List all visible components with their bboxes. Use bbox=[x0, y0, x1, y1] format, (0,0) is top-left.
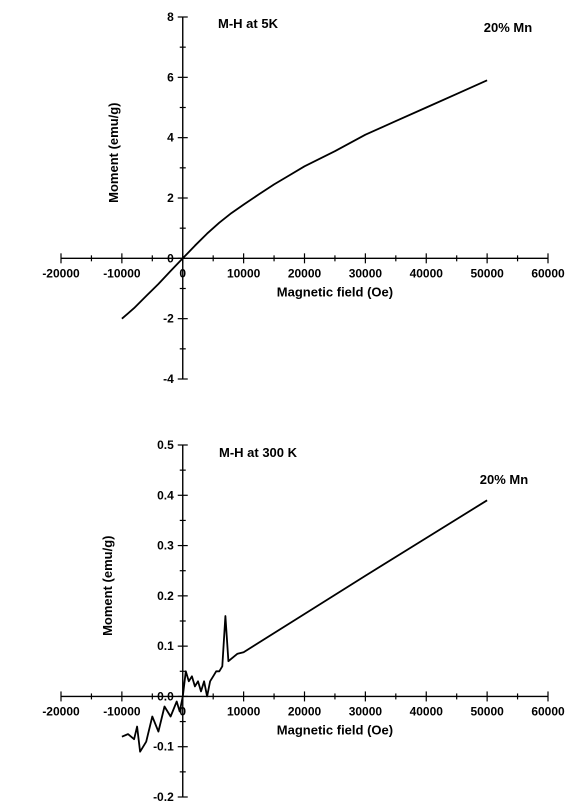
chart-2-x-tick-label: 0 bbox=[179, 704, 186, 718]
chart-2-y-tick-label: 0.4 bbox=[157, 488, 174, 502]
chart-1-x-tick-label: 50000 bbox=[470, 266, 504, 280]
chart-2-annotation-2: 20% Mn bbox=[480, 472, 528, 487]
chart-1-y-tick-label: -4 bbox=[163, 372, 174, 386]
chart-1-y-tick-label: 6 bbox=[167, 70, 174, 84]
chart-2-y-tick-label: 0.5 bbox=[157, 438, 174, 452]
chart-1-x-tick-label: 40000 bbox=[410, 266, 444, 280]
chart-2-x-tick-label: 60000 bbox=[531, 704, 565, 718]
chart-2-series-1-line bbox=[121, 499, 488, 753]
chart-1-x-tick-label: 20000 bbox=[288, 266, 322, 280]
chart-1-x-tick-label: 0 bbox=[179, 266, 186, 280]
chart-2-y-tick-label: 0.3 bbox=[157, 539, 174, 553]
chart-1-x-tick-label: -10000 bbox=[103, 266, 141, 280]
chart-2-x-tick-label: 30000 bbox=[349, 704, 383, 718]
chart-1-x-tick-label: 10000 bbox=[227, 266, 261, 280]
chart-1-annotation-2: 20% Mn bbox=[484, 20, 532, 35]
chart-2-x-tick-label: -20000 bbox=[42, 704, 80, 718]
chart-1-x-tick-label: 60000 bbox=[531, 266, 565, 280]
chart-1-y-axis-label: Moment (emu/g) bbox=[106, 102, 121, 202]
chart-1-y-tick-label: 2 bbox=[167, 191, 174, 205]
chart-2-annotation-1: M-H at 300 K bbox=[219, 445, 298, 460]
chart-1-annotation-1: M-H at 5K bbox=[218, 16, 279, 31]
chart-2-x-tick-label: 40000 bbox=[410, 704, 444, 718]
chart-1-y-tick-label: 0 bbox=[167, 251, 174, 265]
chart-1-x-axis-label: Magnetic field (Oe) bbox=[277, 284, 393, 299]
chart-1-y-tick-label: 4 bbox=[167, 131, 174, 145]
chart-1-series-1-line bbox=[121, 79, 488, 320]
chart-2-x-axis-label: Magnetic field (Oe) bbox=[277, 722, 393, 737]
chart-1-y-tick-label: 8 bbox=[167, 10, 174, 24]
chart-2-y-tick-label: 0.0 bbox=[157, 689, 174, 703]
chart-2-y-axis-label: Moment (emu/g) bbox=[100, 536, 115, 636]
chart-1-x-tick-label: -20000 bbox=[42, 266, 80, 280]
chart-2-x-tick-label: 20000 bbox=[288, 704, 322, 718]
chart-1-y-tick-label: -2 bbox=[163, 312, 174, 326]
chart-2-x-tick-label: 50000 bbox=[470, 704, 504, 718]
chart-2-y-tick-label: -0.1 bbox=[153, 740, 174, 754]
chart-2-x-tick-label: 10000 bbox=[227, 704, 261, 718]
chart-1-x-tick-label: 30000 bbox=[349, 266, 383, 280]
chart-2-y-tick-label: -0.2 bbox=[153, 790, 174, 803]
chart-2-x-tick-label: -10000 bbox=[103, 704, 141, 718]
chart-2-y-tick-label: 0.1 bbox=[157, 639, 174, 653]
chart-2-y-tick-label: 0.2 bbox=[157, 589, 174, 603]
